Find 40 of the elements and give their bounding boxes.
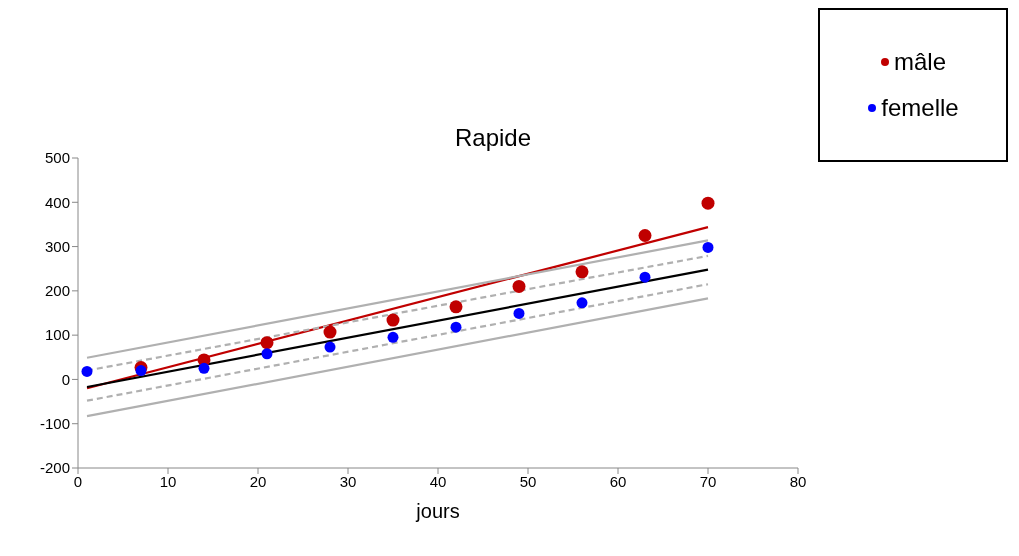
y-tick-label: 0 <box>61 370 70 388</box>
x-tick-label: 60 <box>609 472 627 490</box>
y-tick-label: 100 <box>44 326 70 344</box>
point <box>260 336 274 350</box>
x-tick-label: 40 <box>429 472 447 490</box>
y-tick-label: 400 <box>44 193 70 211</box>
point <box>576 297 588 309</box>
point <box>701 196 715 210</box>
point <box>638 229 652 242</box>
x-tick-label: 10 <box>159 472 177 490</box>
point <box>135 365 147 377</box>
point <box>386 313 400 327</box>
y-tick-label: 200 <box>44 282 70 300</box>
point <box>324 341 336 353</box>
y-tick-label: -100 <box>39 415 70 433</box>
y-tick-label: 300 <box>44 237 70 255</box>
legend-label: femelle <box>881 94 959 122</box>
legend-label: mâle <box>893 48 947 76</box>
x-tick-label: 80 <box>789 472 807 490</box>
point <box>387 331 399 343</box>
point <box>575 265 589 279</box>
point <box>323 325 337 339</box>
y-tick-label: 500 <box>44 149 70 167</box>
point <box>261 348 273 360</box>
x-tick-label: 50 <box>519 472 537 490</box>
point <box>702 241 714 253</box>
point <box>449 300 463 314</box>
x-axis-title: jours <box>415 500 460 522</box>
y-tick-label: -200 <box>39 459 70 477</box>
point <box>450 321 462 333</box>
point <box>512 279 526 293</box>
point <box>81 365 93 377</box>
x-tick-label: 20 <box>249 472 267 490</box>
point <box>639 271 651 283</box>
point <box>513 307 525 319</box>
x-tick-label: 70 <box>699 472 717 490</box>
chart-title: Rapide <box>454 124 532 151</box>
x-tick-label: 0 <box>73 472 83 490</box>
point <box>198 362 210 374</box>
x-tick-label: 30 <box>339 472 357 490</box>
